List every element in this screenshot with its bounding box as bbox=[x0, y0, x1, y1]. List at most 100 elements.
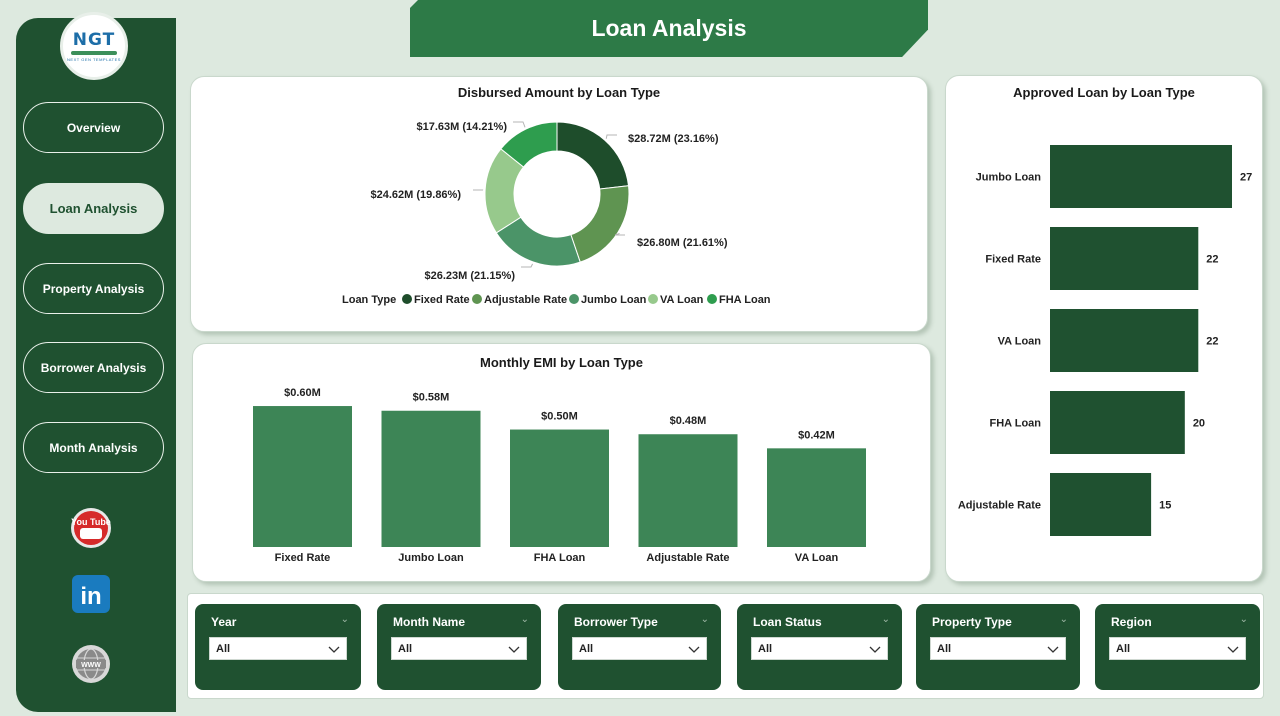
slicer-month-name-dropdown[interactable]: All bbox=[391, 637, 527, 660]
approved-loan-card: Approved Loan by Loan Type Jumbo Loan 27 F… bbox=[945, 75, 1263, 582]
slicer-borrower-type-label: Borrower Type bbox=[574, 615, 658, 629]
approved-bar-fixed-rate[interactable] bbox=[1050, 227, 1199, 290]
legend-marker-fha-loan bbox=[707, 294, 717, 304]
slicer-region-dropdown[interactable]: All bbox=[1109, 637, 1246, 660]
slicer-borrower-type-collapse-icon[interactable]: ⌄ bbox=[700, 614, 709, 625]
logo-swoosh bbox=[71, 51, 117, 55]
slicer-region-label: Region bbox=[1111, 615, 1152, 629]
slicer-property-type: Property Type ⌄ All bbox=[916, 604, 1080, 690]
linkedin-in-text: in bbox=[80, 583, 101, 610]
linkedin-icon[interactable]: in bbox=[69, 572, 113, 616]
www-icon[interactable]: WWW bbox=[69, 642, 113, 686]
approved-category-label-jumbo-loan: Jumbo Loan bbox=[976, 172, 1042, 184]
slicer-region-value: All bbox=[1116, 642, 1131, 655]
slicer-month-name: Month Name ⌄ All bbox=[377, 604, 541, 690]
legend-label-jumbo-loan[interactable]: Jumbo Loan bbox=[581, 294, 647, 306]
slicer-loan-status: Loan Status ⌄ All bbox=[737, 604, 902, 690]
legend-label-va-loan[interactable]: VA Loan bbox=[660, 294, 704, 306]
nav-month-analysis-button[interactable]: Month Analysis bbox=[23, 422, 164, 473]
approved-category-label-va-loan: VA Loan bbox=[998, 336, 1042, 348]
emi-bar-fixed-rate[interactable] bbox=[253, 406, 352, 547]
approved-bar-adjustable-rate[interactable] bbox=[1050, 473, 1152, 536]
emi-bar-adjustable-rate[interactable] bbox=[638, 434, 738, 547]
slicer-loan-status-value: All bbox=[758, 642, 773, 655]
approved-chart-title: Approved Loan by Loan Type bbox=[1013, 85, 1195, 100]
sidebar: NGT NEXT GEN TEMPLATES Overview Loan Ana… bbox=[16, 12, 176, 712]
slicer-borrower-type: Borrower Type ⌄ All bbox=[558, 604, 721, 690]
nav-overview-button[interactable]: Overview bbox=[23, 102, 164, 153]
donut-chart: $28.72M (23.16%) $26.80M (21.61%) $26.23M … bbox=[342, 121, 771, 306]
nav-property-analysis-button[interactable]: Property Analysis bbox=[23, 263, 164, 314]
legend-label-adjustable-rate[interactable]: Adjustable Rate bbox=[484, 294, 567, 306]
legend-marker-adjustable-rate bbox=[472, 294, 482, 304]
chevron-down-icon bbox=[508, 646, 520, 653]
chevron-down-icon bbox=[1227, 646, 1239, 653]
approved-bar-fha-loan[interactable] bbox=[1050, 391, 1185, 454]
emi-category-label-fixed-rate: Fixed Rate bbox=[275, 552, 331, 564]
slicer-property-type-collapse-icon[interactable]: ⌄ bbox=[1059, 614, 1068, 625]
slicer-region-collapse-icon[interactable]: ⌄ bbox=[1239, 614, 1248, 625]
donut-data-label-fha-loan: $17.63M (14.21%) bbox=[417, 121, 508, 133]
approved-value-label-fixed-rate: 22 bbox=[1206, 254, 1218, 266]
legend-label-fixed-rate[interactable]: Fixed Rate bbox=[414, 294, 470, 306]
nav-loan-analysis-button[interactable]: Loan Analysis bbox=[23, 183, 164, 234]
legend-marker-va-loan bbox=[648, 294, 658, 304]
approved-category-label-adjustable-rate: Adjustable Rate bbox=[958, 500, 1041, 512]
approved-value-label-adjustable-rate: 15 bbox=[1159, 500, 1171, 512]
emi-bar-va-loan[interactable] bbox=[767, 448, 866, 547]
chevron-down-icon bbox=[1047, 646, 1059, 653]
nav-borrower-analysis-button[interactable]: Borrower Analysis bbox=[23, 342, 164, 393]
donut-data-label-fixed-rate: $28.72M (23.16%) bbox=[628, 133, 719, 145]
chevron-down-icon bbox=[328, 646, 340, 653]
emi-value-label-adjustable-rate: $0.48M bbox=[670, 415, 707, 427]
chevron-down-icon bbox=[869, 646, 881, 653]
approved-value-label-va-loan: 22 bbox=[1206, 336, 1218, 348]
slicer-month-name-value: All bbox=[398, 642, 413, 655]
approved-bar-chart: Jumbo Loan 27 Fixed Rate 22 VA Loan 22 FHA Loa… bbox=[958, 145, 1252, 536]
youtube-icon[interactable]: You Tube bbox=[69, 506, 113, 550]
emi-category-label-va-loan: VA Loan bbox=[795, 552, 839, 564]
slicer-property-type-dropdown[interactable]: All bbox=[930, 637, 1066, 660]
slicer-year-label: Year bbox=[211, 615, 237, 629]
donut-slice-fixed-rate[interactable] bbox=[556, 121, 630, 190]
slicer-loan-status-collapse-icon[interactable]: ⌄ bbox=[881, 614, 890, 625]
donut-legend-title: Loan Type bbox=[342, 294, 396, 306]
slicer-borrower-type-dropdown[interactable]: All bbox=[572, 637, 707, 660]
logo-text: NGT bbox=[72, 30, 116, 50]
legend-label-fha-loan[interactable]: FHA Loan bbox=[719, 294, 771, 306]
donut-leader-line bbox=[521, 263, 534, 268]
approved-bar-va-loan[interactable] bbox=[1050, 309, 1199, 372]
donut-data-label-va-loan: $24.62M (19.86%) bbox=[371, 189, 462, 201]
emi-chart-title: Monthly EMI by Loan Type bbox=[480, 355, 643, 370]
slicer-year-value: All bbox=[216, 642, 231, 655]
slicer-property-type-label: Property Type bbox=[932, 615, 1012, 629]
slicer-borrower-type-value: All bbox=[579, 642, 594, 655]
chevron-down-icon bbox=[688, 646, 700, 653]
slicer-month-name-label: Month Name bbox=[393, 615, 465, 629]
donut-leader-line bbox=[614, 233, 625, 236]
donut-leader-line bbox=[513, 121, 526, 128]
approved-category-label-fixed-rate: Fixed Rate bbox=[985, 254, 1041, 266]
www-text: WWW bbox=[81, 662, 101, 669]
slicer-region: Region ⌄ All bbox=[1095, 604, 1260, 690]
approved-bar-jumbo-loan[interactable] bbox=[1050, 145, 1232, 208]
legend-marker-jumbo-loan bbox=[569, 294, 579, 304]
emi-bar-jumbo-loan[interactable] bbox=[381, 410, 481, 547]
emi-value-label-fixed-rate: $0.60M bbox=[284, 387, 321, 399]
slicer-year: Year ⌄ All bbox=[195, 604, 361, 690]
title-banner bbox=[410, 0, 928, 57]
emi-bar-fha-loan[interactable] bbox=[510, 429, 609, 547]
emi-category-label-fha-loan: FHA Loan bbox=[534, 552, 586, 564]
slicer-month-name-collapse-icon[interactable]: ⌄ bbox=[520, 614, 529, 625]
youtube-you-text: You Tube bbox=[71, 517, 111, 527]
donut-leader-line bbox=[605, 134, 617, 139]
approved-value-label-jumbo-loan: 27 bbox=[1240, 172, 1252, 184]
ngt-logo[interactable]: NGT NEXT GEN TEMPLATES bbox=[60, 12, 128, 80]
emi-value-label-va-loan: $0.42M bbox=[798, 429, 835, 441]
slicer-year-dropdown[interactable]: All bbox=[209, 637, 347, 660]
slicer-year-collapse-icon[interactable]: ⌄ bbox=[340, 614, 349, 625]
emi-bar-chart: $0.60M Fixed Rate $0.58M Jumbo Loan $0.50M FH… bbox=[253, 387, 866, 564]
donut-slice-adjustable-rate[interactable] bbox=[570, 185, 630, 263]
slicer-loan-status-dropdown[interactable]: All bbox=[751, 637, 888, 660]
donut-slice-fha-loan[interactable] bbox=[500, 121, 558, 168]
